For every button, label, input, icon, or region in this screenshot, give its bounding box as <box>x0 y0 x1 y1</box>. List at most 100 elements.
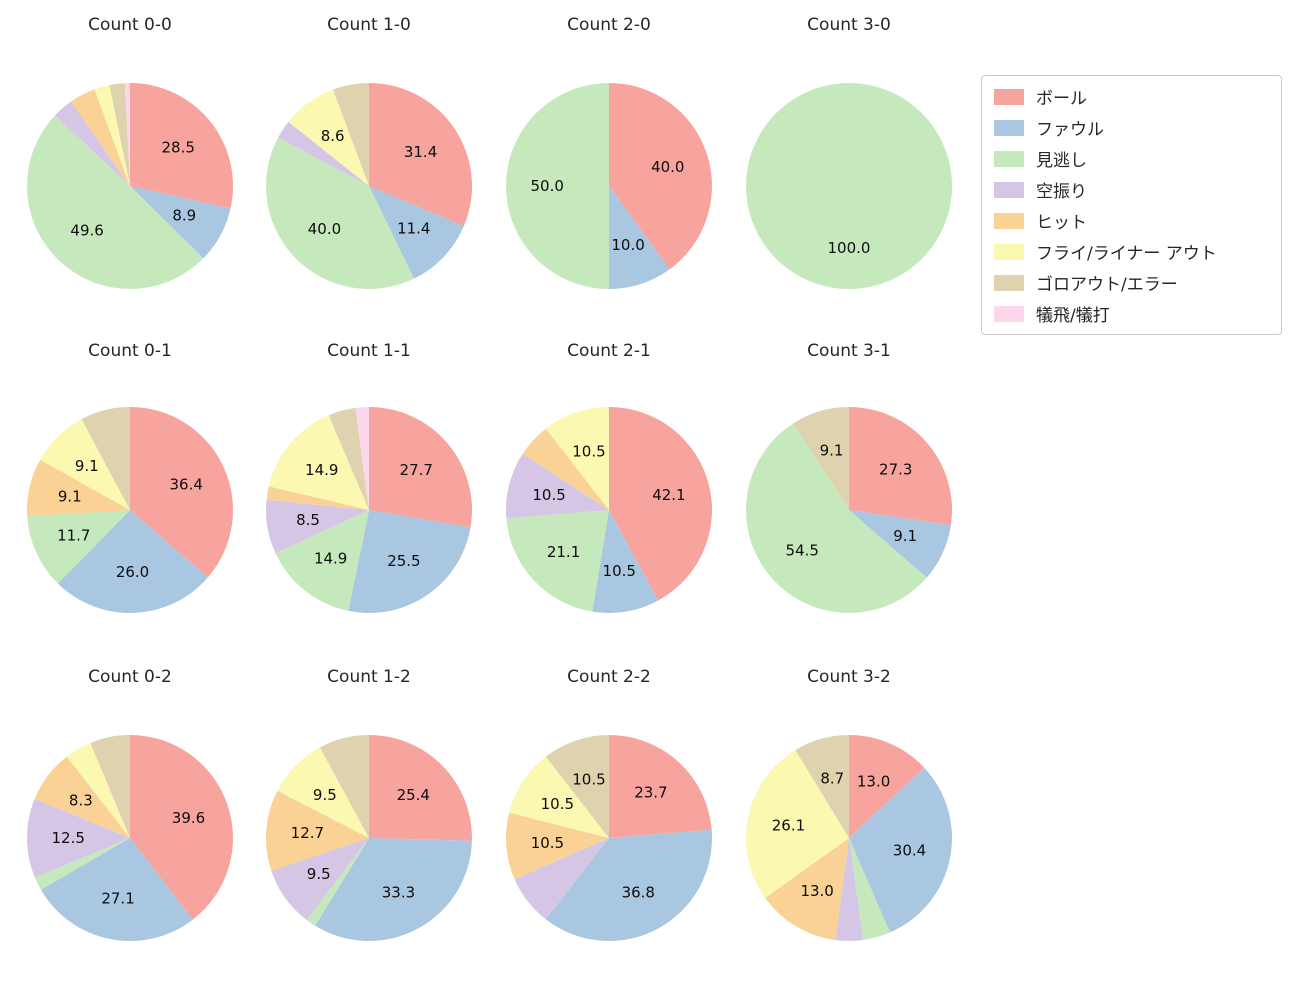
pie-slice-foul <box>130 186 231 259</box>
pie-chart: 25.4 33.3 9.5 12.7 9.5 <box>265 735 472 941</box>
pie-slice-foul <box>849 767 953 933</box>
pie-slice-foul <box>592 510 659 614</box>
legend-item-fly-liner-out: フライ/ライナー アウト <box>992 236 1271 267</box>
slice-value-label: 10.5 <box>532 486 565 504</box>
pie-slice-sac-fly-bunt <box>355 407 369 510</box>
chart-title: Count 2-0 <box>567 15 651 35</box>
legend: ボール ファウル 見逃し 空振りヒットフライ/ライナー アウトゴロアウト/エラー犠飛/… <box>981 75 1282 335</box>
pie-slice-ground-out-error <box>793 407 849 510</box>
legend-item-swinging-strike: 空振り <box>992 174 1271 205</box>
pie-slice-ball <box>849 735 925 838</box>
legend-item-ball: ボール <box>992 81 1271 112</box>
sac-fly-bunt-swatch-icon <box>994 305 1024 322</box>
slice-value-label: 54.5 <box>786 541 819 559</box>
slice-value-label: 26.1 <box>772 817 805 835</box>
pie-slice-fly-liner-out <box>94 85 130 186</box>
slice-value-label: 31.4 <box>404 143 437 161</box>
pie-chart: 42.1 10.5 21.1 10.5 10.5 <box>505 407 712 614</box>
pie-slice-called-strike <box>746 83 952 289</box>
pie-chart: 100.0 <box>746 83 952 289</box>
chart-title: Count 3-0 <box>807 15 891 35</box>
pie-slice-swinging-strike <box>26 798 130 878</box>
pie-slice-swinging-strike <box>54 101 130 186</box>
slice-value-label: 40.0 <box>651 158 684 176</box>
legend-item-foul: ファウル <box>992 112 1271 143</box>
ball-swatch-icon <box>994 88 1024 105</box>
legend-item-sac-fly-bunt: 犠飛/犠打 <box>992 298 1271 329</box>
pie-chart: 23.7 36.8 10.5 10.5 10.5 <box>505 735 713 942</box>
pie-slice-fly-liner-out <box>288 89 369 186</box>
slice-value-label: 12.5 <box>51 829 84 847</box>
chart-title: Count 0-2 <box>88 667 172 687</box>
pie-slice-hit <box>265 790 369 871</box>
slice-value-label: 8.9 <box>172 207 196 225</box>
pie-slice-called-strike <box>506 510 609 612</box>
pie-slice-foul <box>849 510 951 578</box>
slice-value-label: 11.4 <box>397 220 430 238</box>
pie-slice-called-strike <box>27 510 130 584</box>
pie-slice-ball <box>609 83 712 270</box>
pie-slice-swinging-strike <box>514 838 609 920</box>
pie-slice-sac-fly-bunt <box>124 83 130 186</box>
chart-title: Count 0-1 <box>88 341 172 361</box>
slice-value-label: 13.0 <box>800 882 833 900</box>
pie-slice-hit <box>505 812 609 880</box>
pie-slice-called-strike <box>34 838 130 890</box>
legend-item-called-strike: 見逃し <box>992 143 1271 174</box>
slice-value-label: 10.5 <box>572 771 605 789</box>
pie-slice-foul <box>57 510 208 614</box>
slice-value-label: 40.0 <box>308 220 341 238</box>
pie-slice-ground-out-error <box>328 407 369 510</box>
chart-title: Count 2-2 <box>567 667 651 687</box>
legend-items: ボール ファウル 見逃し 空振りヒットフライ/ライナー アウトゴロアウト/エラー犠飛/… <box>992 81 1271 329</box>
legend-item-hit: ヒット <box>992 205 1271 236</box>
pie-slice-foul <box>348 510 471 614</box>
pie-slice-ball <box>130 735 234 920</box>
pie-slice-foul <box>315 838 472 941</box>
slice-value-label: 42.1 <box>652 486 685 504</box>
slice-value-label: 100.0 <box>828 239 871 257</box>
pie-slice-ground-out-error <box>81 407 130 510</box>
slice-value-label: 12.7 <box>291 824 324 842</box>
pie-slice-hit <box>266 486 369 510</box>
ground-out-error-swatch-icon <box>994 274 1024 291</box>
slice-value-label: 10.5 <box>531 834 564 852</box>
pie-slice-swinging-strike <box>278 121 369 186</box>
chart-title: Count 3-2 <box>807 667 891 687</box>
pie-slice-fly-liner-out <box>277 747 369 838</box>
pie-slice-swinging-strike <box>265 499 369 554</box>
slice-value-label: 23.7 <box>634 784 667 802</box>
legend-label: ヒット <box>1036 213 1087 233</box>
pie-slice-foul <box>40 838 193 942</box>
fly-liner-out-swatch-icon <box>994 243 1024 260</box>
pie-slice-hit <box>71 89 130 186</box>
pie-slice-ground-out-error <box>545 735 609 838</box>
pie-slice-hit <box>522 428 609 510</box>
swinging-strike-swatch-icon <box>994 181 1024 198</box>
pie-slice-swinging-strike <box>835 838 864 941</box>
slice-value-label: 39.6 <box>172 809 205 827</box>
chart-title: Count 2-1 <box>567 341 651 361</box>
slice-value-label: 9.1 <box>893 527 917 545</box>
pie-slice-called-strike <box>306 838 369 926</box>
pie-chart: 13.0 30.4 13.0 26.1 8.7 <box>746 735 953 941</box>
legend-label: ゴロアウト/エラー <box>1036 275 1178 295</box>
slice-value-label: 10.5 <box>572 443 605 461</box>
slice-value-label: 27.3 <box>879 461 912 479</box>
chart-title: Count 3-1 <box>807 341 891 361</box>
pie-chart: 31.4 11.4 40.0 8.6 <box>265 83 472 290</box>
pie-slice-ball <box>369 407 472 528</box>
slice-value-label: 9.1 <box>820 442 844 460</box>
slice-value-label: 9.1 <box>75 457 99 475</box>
pie-chart: 27.7 25.5 14.9 8.5 14.9 <box>265 407 472 614</box>
slice-value-label: 25.4 <box>397 786 430 804</box>
slice-value-label: 8.5 <box>296 511 320 529</box>
pie-slice-ground-out-error <box>332 83 369 186</box>
slice-value-label: 10.5 <box>603 562 636 580</box>
pie-chart: 36.4 26.0 11.7 9.1 9.1 <box>26 407 233 614</box>
slice-value-label: 25.5 <box>387 552 420 570</box>
chart-title: Count 1-1 <box>327 341 411 361</box>
slice-value-label: 36.8 <box>622 883 655 901</box>
pie-slice-hit <box>34 756 130 838</box>
